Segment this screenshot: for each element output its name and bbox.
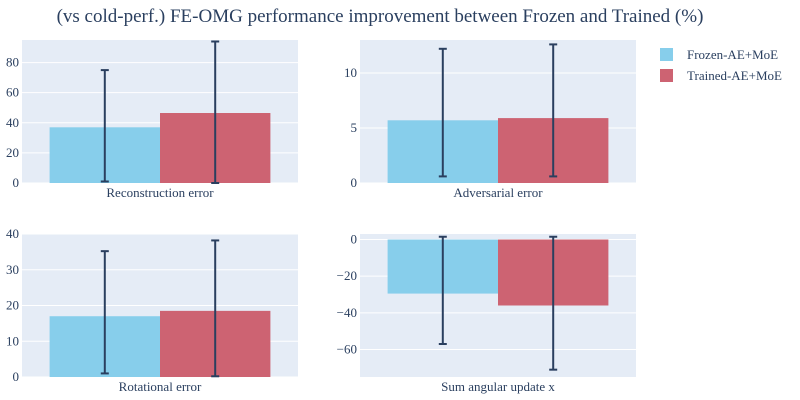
legend-label: Frozen-AE+MoE [687, 47, 778, 62]
y-tick-label: 0 [351, 175, 358, 190]
x-axis-label: Rotational error [119, 379, 202, 394]
y-tick-label: 30 [6, 262, 19, 277]
y-tick-label: 0 [13, 175, 20, 190]
error-bar-frozen-ae-moe [438, 235, 447, 345]
subplot-sum-angular-update-x: −60 −40 −20 0 Sum angular update x [337, 232, 636, 394]
subplot-adversarial-error: 0 5 10 Adversarial error [344, 40, 636, 200]
error-bar-trained-ae-moe [211, 40, 220, 184]
y-tick-label: −60 [337, 342, 357, 357]
legend-swatch [660, 48, 673, 61]
error-bar-trained-ae-moe [211, 239, 220, 378]
error-bar-trained-ae-moe [549, 235, 558, 371]
subplot-grid: 0 20 40 60 80 Reconstruction error 0 5 10 Adversa… [6, 40, 636, 394]
y-tick-label: 0 [13, 369, 20, 384]
y-tick-label: −20 [337, 268, 357, 283]
error-bar-frozen-ae-moe [438, 47, 447, 178]
legend-label: Trained-AE+MoE [687, 68, 782, 83]
y-tick-label: 20 [6, 145, 19, 160]
error-bar-trained-ae-moe [549, 43, 558, 178]
y-tick-label: 0 [351, 232, 358, 247]
legend-item-frozen-ae-moe[interactable]: Frozen-AE+MoE [660, 47, 778, 62]
legend[interactable]: Frozen-AE+MoE Trained-AE+MoE [660, 47, 782, 83]
x-axis-label: Adversarial error [453, 185, 543, 200]
legend-swatch [660, 69, 673, 82]
x-axis-label: Sum angular update x [441, 379, 555, 394]
y-tick-label: 80 [6, 55, 19, 70]
y-tick-label: 10 [6, 333, 19, 348]
y-tick-label: 40 [6, 226, 19, 241]
error-bar-frozen-ae-moe [100, 250, 109, 375]
y-tick-label: 5 [351, 120, 358, 135]
y-tick-label: 10 [344, 65, 357, 80]
subplot-reconstruction-error: 0 20 40 60 80 Reconstruction error [6, 40, 298, 200]
x-axis-label: Reconstruction error [106, 185, 214, 200]
y-tick-label: −40 [337, 305, 357, 320]
y-tick-label: 20 [6, 298, 19, 313]
legend-item-trained-ae-moe[interactable]: Trained-AE+MoE [660, 68, 782, 83]
chart-title: (vs cold-perf.) FE-OMG performance impro… [57, 6, 704, 27]
y-tick-label: 60 [6, 85, 19, 100]
error-bar-frozen-ae-moe [100, 69, 109, 183]
subplot-rotational-error: 0 10 20 30 40 Rotational error [6, 226, 298, 394]
y-tick-label: 40 [6, 115, 19, 130]
